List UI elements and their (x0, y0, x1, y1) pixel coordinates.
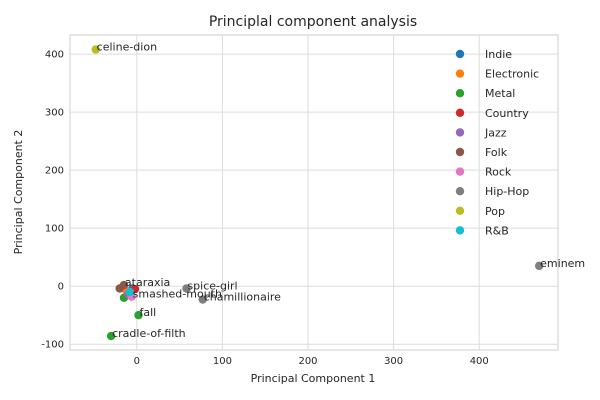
data-point (91, 45, 100, 54)
x-tick-label: 300 (384, 356, 403, 367)
legend: Indie Electronic Metal Country Jazz Folk Rock H… (455, 48, 539, 237)
legend-marker (455, 167, 465, 176)
legend-marker (455, 89, 465, 98)
data-point (198, 295, 207, 304)
point-label: eminem (540, 257, 585, 270)
legend-marker (455, 69, 465, 78)
x-axis-ticks: 0 100 200 300 400 (134, 356, 489, 367)
x-tick-label: 400 (470, 356, 489, 367)
y-tick-label: 200 (45, 166, 64, 177)
legend-marker (455, 128, 465, 137)
legend-marker (455, 147, 465, 157)
y-tick-label: 0 (58, 282, 64, 293)
grid-lines (70, 35, 558, 350)
x-tick-label: 200 (298, 356, 317, 367)
point-label: cradle-of-filth (112, 327, 186, 340)
y-axis-ticks: -100 0 100 200 300 400 (41, 50, 64, 351)
point-label: smashed-mouth (133, 288, 222, 301)
data-points (91, 45, 544, 341)
legend-label: Hip-Hop (485, 185, 529, 198)
data-point (182, 284, 191, 293)
chart-title: Principlal component analysis (209, 14, 417, 30)
y-tick-label: 300 (45, 108, 64, 119)
legend-label: Country (485, 107, 529, 120)
point-labels: fall cradle-of-filth ataraxiasmashed-mouth… (97, 41, 585, 341)
data-point (534, 261, 544, 271)
y-tick-label: 100 (45, 224, 64, 235)
point-label: ataraxia (125, 276, 170, 289)
legend-label: Jazz (484, 126, 507, 139)
y-axis-label: Principal Component 2 (12, 130, 25, 255)
legend-label: Folk (485, 146, 508, 159)
point-label: fall (139, 306, 156, 319)
legend-label: Indie (485, 48, 512, 61)
x-tick-label: 100 (213, 356, 232, 367)
data-point (119, 280, 129, 290)
y-tick-label: -100 (41, 340, 64, 351)
legend-label: Rock (485, 166, 512, 179)
plot-area (69, 34, 559, 351)
data-point (125, 287, 135, 297)
data-point (134, 310, 143, 320)
point-label: chamillionaire (204, 291, 281, 304)
x-axis-label: Principal Component 1 (251, 372, 376, 385)
data-point (106, 331, 116, 341)
legend-marker (455, 187, 465, 196)
legend-label: Electronic (485, 68, 539, 81)
legend-marker (455, 206, 465, 215)
point-label: spice-girl (187, 280, 237, 293)
legend-marker (455, 108, 465, 118)
legend-marker (455, 49, 465, 59)
legend-label: R&B (485, 224, 509, 237)
legend-label: Pop (485, 205, 505, 218)
y-tick-label: 400 (45, 50, 64, 61)
legend-label: Metal (485, 87, 515, 100)
point-label: celine-dion (97, 41, 157, 54)
x-tick-label: 0 (134, 356, 140, 367)
legend-marker (455, 226, 465, 235)
